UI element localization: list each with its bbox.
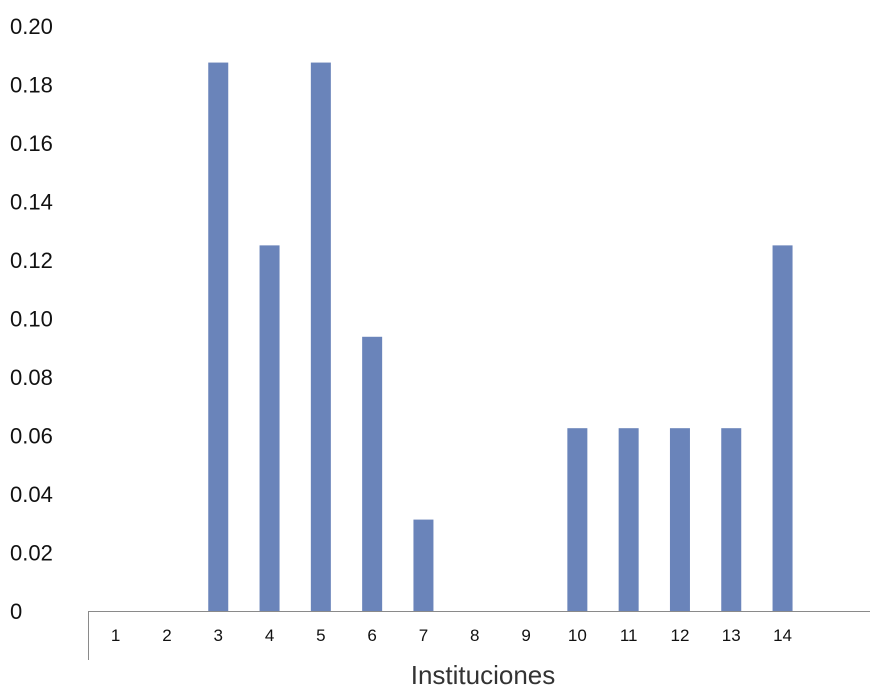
y-tick-label: 0.20 (10, 14, 53, 39)
x-tick-label: 3 (214, 626, 223, 645)
x-tick-label: 7 (419, 626, 428, 645)
x-tick-label: 9 (521, 626, 530, 645)
bar-7 (413, 519, 434, 611)
bar-14 (772, 245, 793, 611)
x-tick-label: 12 (670, 626, 689, 645)
y-tick-label: 0.18 (10, 73, 53, 98)
bar-5 (310, 62, 331, 611)
bar-11 (618, 428, 639, 611)
bar-4 (259, 245, 280, 611)
bar-10 (567, 428, 588, 611)
x-tick-label: 8 (470, 626, 479, 645)
y-tick-label: 0.10 (10, 307, 53, 332)
y-tick-label: 0.12 (10, 248, 53, 273)
y-tick-label: 0.14 (10, 190, 53, 215)
x-tick-label: 6 (367, 626, 376, 645)
x-tick-label: 5 (316, 626, 325, 645)
x-tick-label: 2 (162, 626, 171, 645)
x-axis-ticks: 1 2 3 4 5 6 7 8 9 10 11 12 13 14 (111, 626, 792, 645)
x-tick-label: 10 (568, 626, 587, 645)
bar-3 (208, 62, 229, 611)
y-axis-ticks: 0 0.02 0.04 0.06 0.08 0.10 0.12 0.14 0.16 0.18 0.2… (10, 14, 53, 624)
bar-12 (669, 428, 690, 611)
x-axis-line (88, 611, 870, 660)
bars (208, 62, 793, 611)
y-tick-label: 0.08 (10, 365, 53, 390)
bar-6 (362, 336, 383, 611)
y-tick-label: 0 (10, 599, 22, 624)
x-tick-label: 1 (111, 626, 120, 645)
bar-13 (721, 428, 742, 611)
x-tick-label: 11 (620, 626, 638, 645)
y-tick-label: 0.06 (10, 424, 53, 449)
x-tick-label: 4 (265, 626, 274, 645)
x-tick-label: 14 (773, 626, 792, 645)
x-tick-label: 13 (722, 626, 741, 645)
y-tick-label: 0.02 (10, 541, 53, 566)
y-tick-label: 0.16 (10, 131, 53, 156)
x-axis-label: Instituciones (411, 660, 556, 690)
y-tick-label: 0.04 (10, 482, 53, 507)
